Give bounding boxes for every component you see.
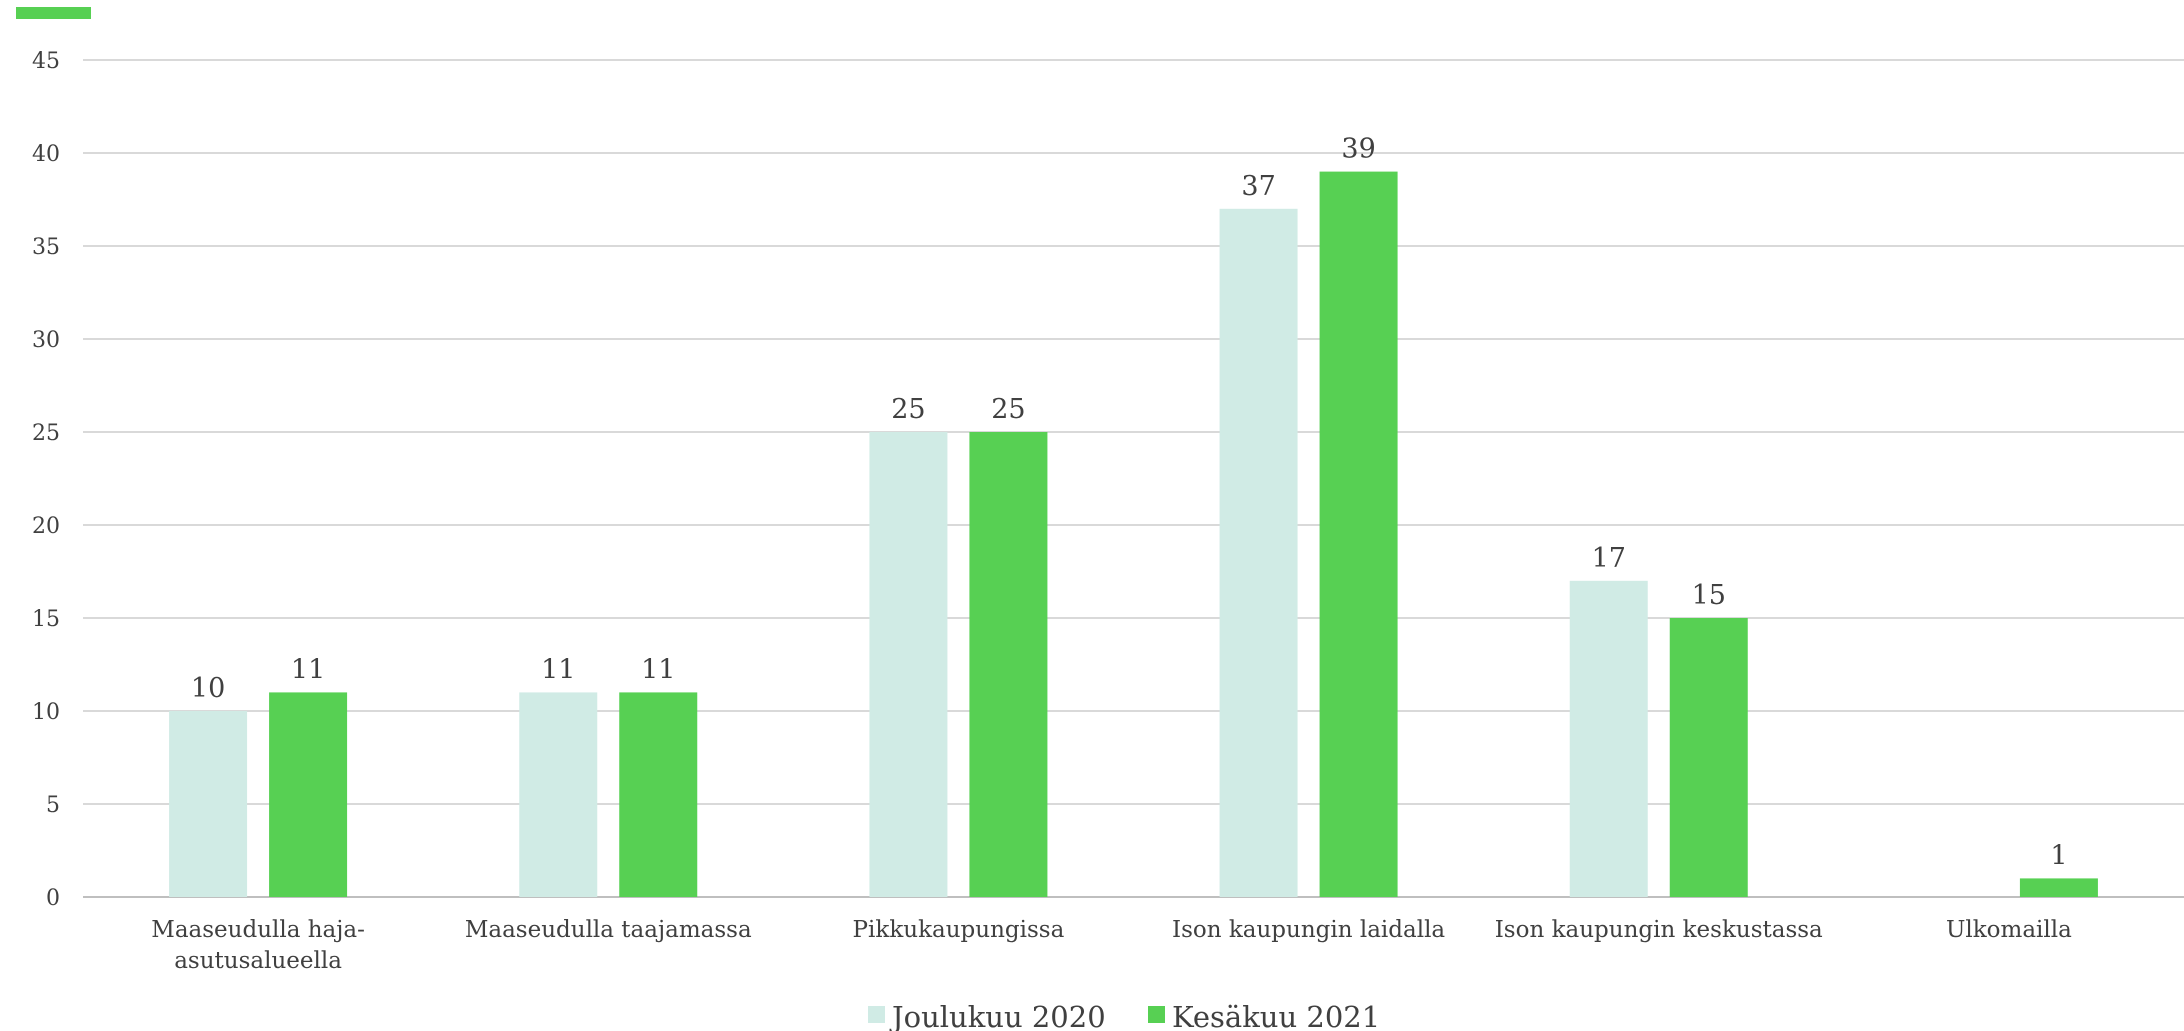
category-label-line: Pikkukaupungissa [853,917,1065,943]
category-label: Ulkomailla [1946,917,2072,943]
legend-label: Joulukuu 2020 [889,1000,1106,1031]
data-label: 17 [1592,543,1626,574]
bar-joulukuu-2020 [869,432,948,897]
category-label-line: Maaseudulla haja- [151,917,365,943]
data-label: 11 [541,654,575,685]
category-label: Maaseudulla taajamassa [465,917,752,943]
category-label: Pikkukaupungissa [853,917,1065,943]
bar-joulukuu-2020 [169,711,248,897]
data-label: 25 [891,394,925,425]
category-label: Maaseudulla haja-asutusalueella [151,917,365,974]
legend-label: Kesäkuu 2021 [1172,1000,1380,1031]
data-label: 37 [1241,171,1275,202]
category-label-line: Ison kaupungin laidalla [1172,917,1445,943]
y-tick-label: 45 [32,49,60,74]
bar-kesakuu-2021 [2019,878,2098,897]
bar-kesakuu-2021 [1669,618,1748,897]
y-tick-label: 25 [32,421,60,446]
y-tick-label: 35 [32,235,60,260]
x-axis: Maaseudulla haja-asutusalueellaMaaseudul… [151,917,2072,974]
bar-kesakuu-2021 [619,692,698,897]
y-tick-label: 30 [32,328,60,353]
y-tick-label: 5 [46,793,60,818]
legend: Joulukuu 2020 Kesäkuu 2021 [868,1000,1380,1031]
accent-bar [16,7,91,19]
bar-kesakuu-2021 [1319,171,1398,898]
bar-joulukuu-2020 [1219,208,1298,898]
category-label-line: Ulkomailla [1946,917,2072,943]
gridlines [83,59,2184,898]
data-label: 25 [991,394,1025,425]
data-label: 15 [1692,580,1726,611]
data-label: 10 [191,673,225,704]
data-label: 1 [2050,840,2067,871]
y-tick-label: 0 [46,886,60,911]
data-label: 11 [641,654,675,685]
data-label: 11 [291,654,325,685]
bar-joulukuu-2020 [519,692,598,897]
bars [169,171,2098,898]
data-label: 39 [1341,134,1375,165]
bar-joulukuu-2020 [1569,580,1648,897]
category-label: Ison kaupungin keskustassa [1495,917,1823,943]
bar-kesakuu-2021 [969,432,1048,897]
category-label-line: asutusalueella [174,948,342,974]
y-tick-label: 20 [32,514,60,539]
category-label: Ison kaupungin laidalla [1172,917,1445,943]
legend-swatch [1148,1006,1165,1023]
legend-swatch [868,1006,885,1023]
y-tick-label: 40 [32,142,60,167]
y-tick-label: 15 [32,607,60,632]
category-label-line: Ison kaupungin keskustassa [1495,917,1823,943]
data-labels: 10 11 11 11 25 25 37 39 17 15 1 [191,134,2068,872]
category-label-line: Maaseudulla taajamassa [465,917,752,943]
bar-kesakuu-2021 [269,692,348,897]
y-tick-label: 10 [32,700,60,725]
y-axis: 0 5 10 15 20 25 30 35 40 45 [32,49,60,911]
